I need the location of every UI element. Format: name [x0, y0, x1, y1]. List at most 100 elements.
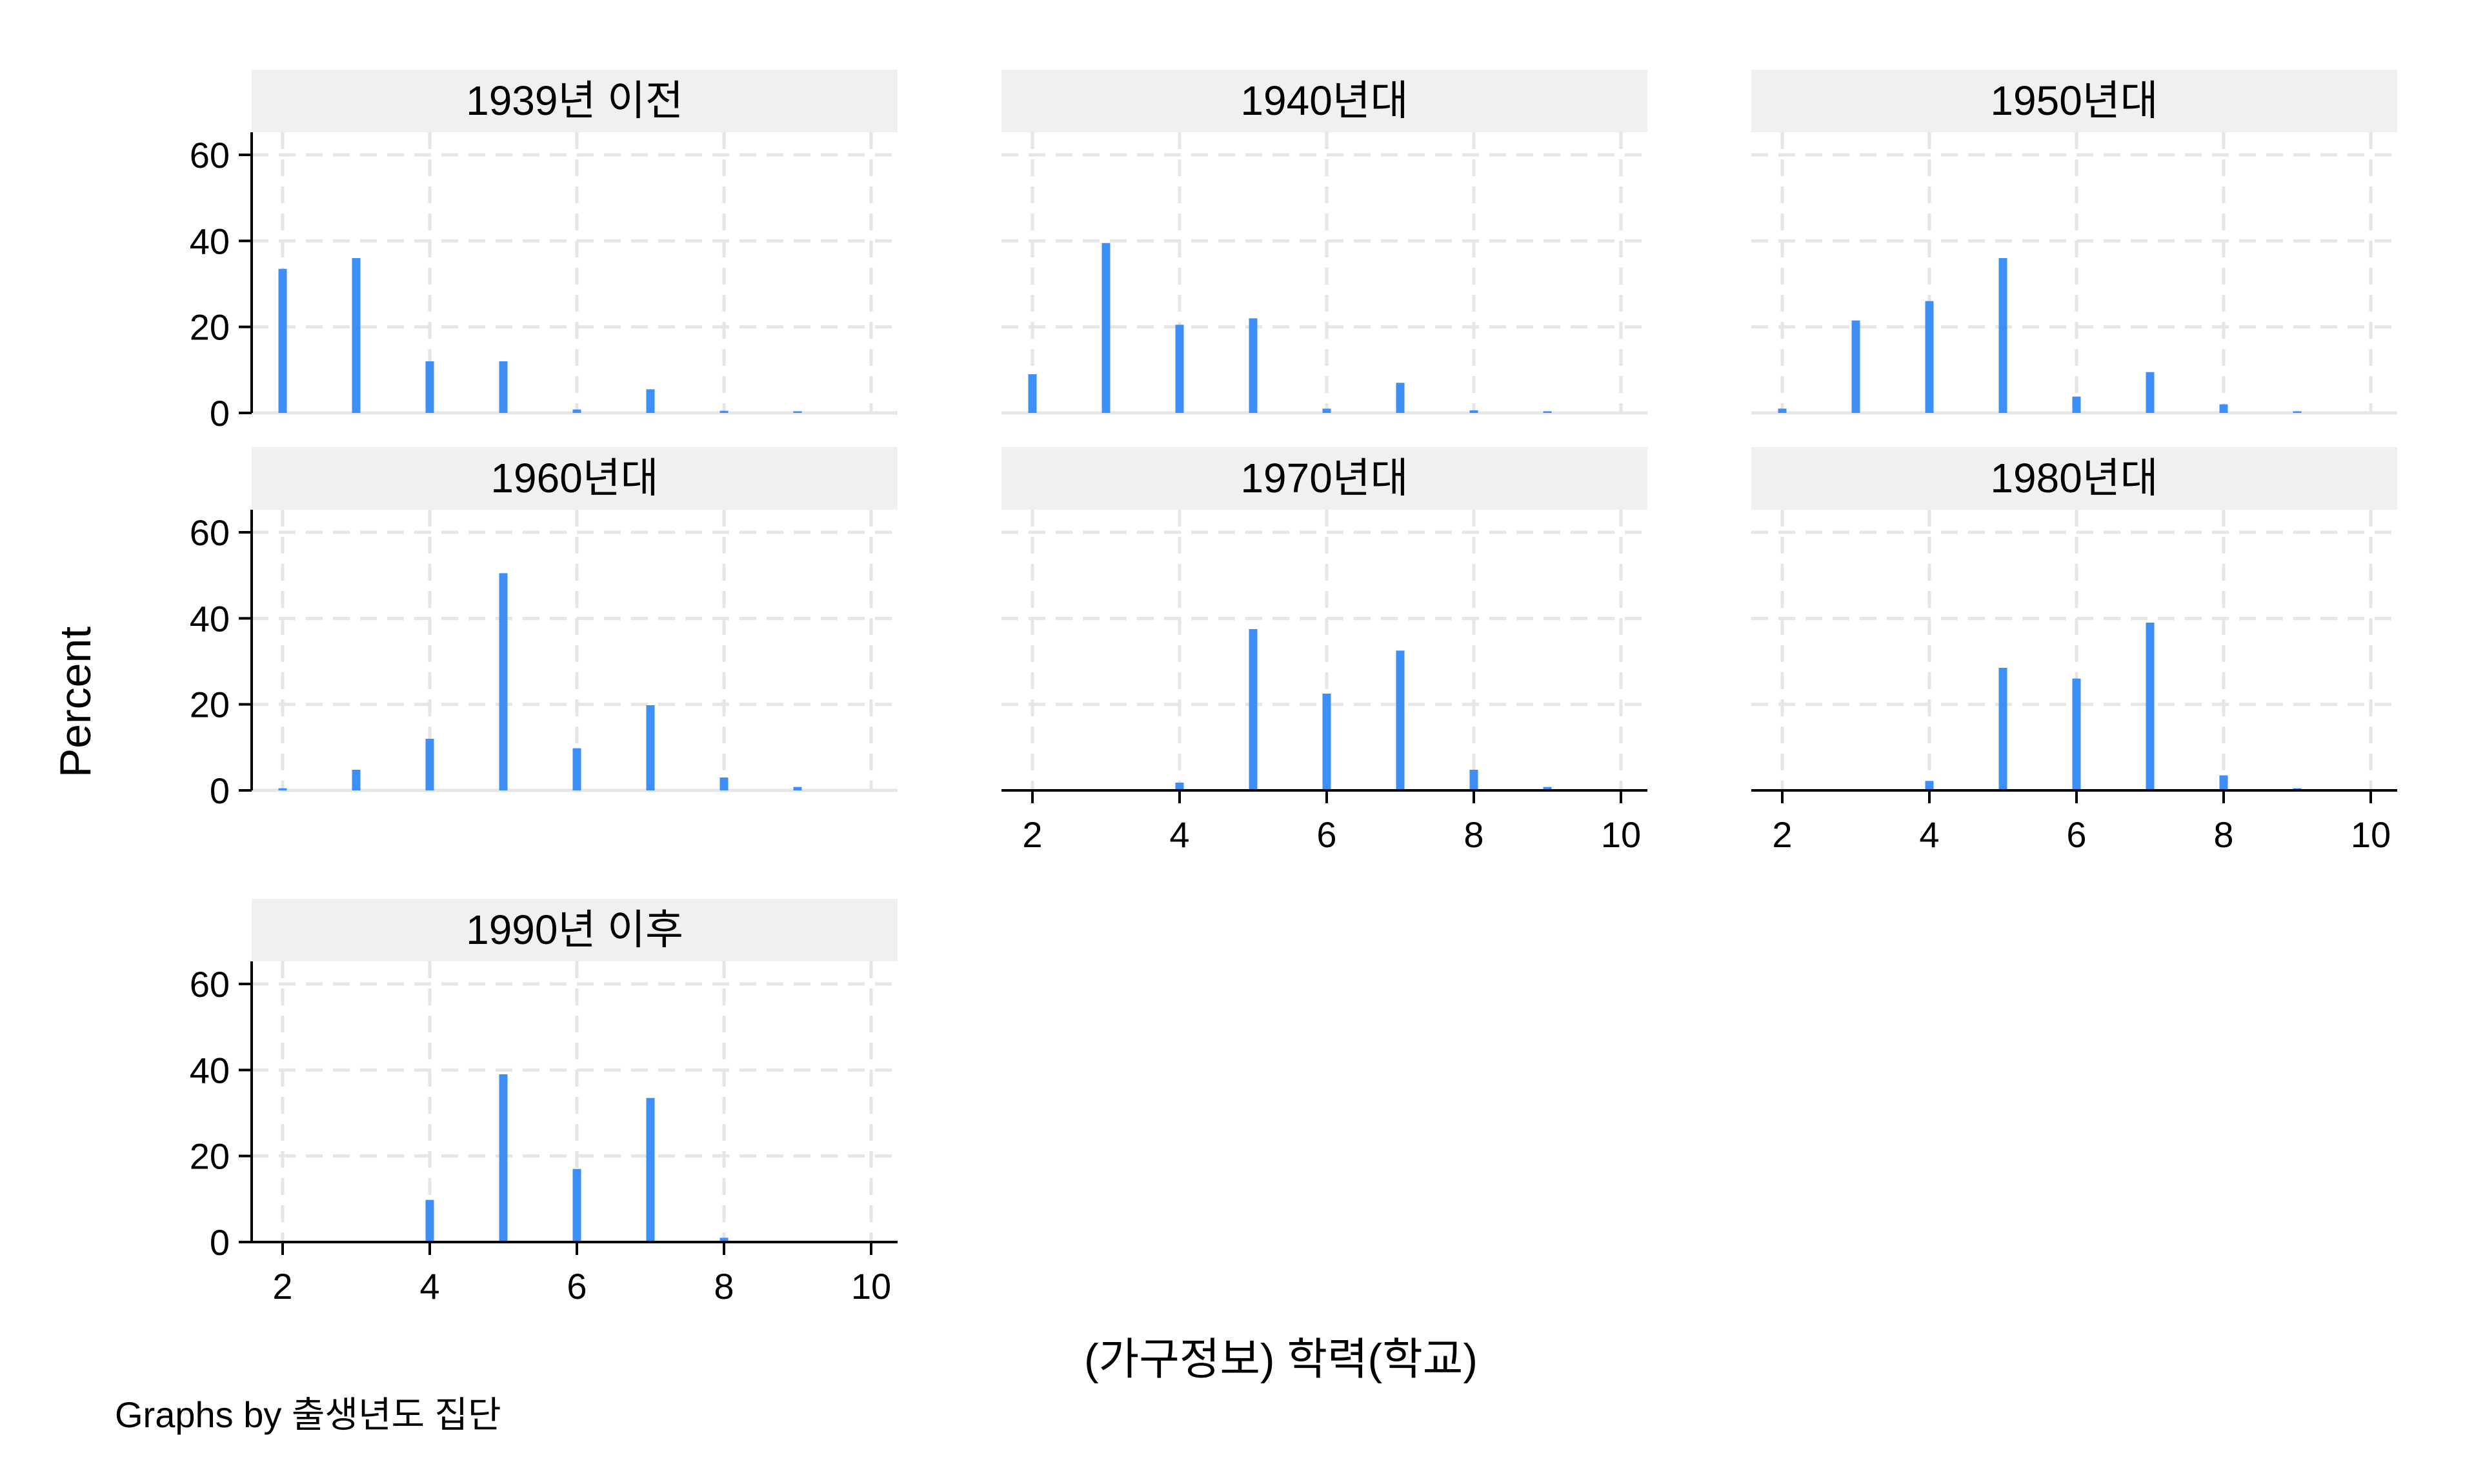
bar [1998, 668, 2007, 790]
panel-title: 1990년 이후 [466, 907, 683, 953]
x-axis-title: (가구정보) 학력(학교) [1084, 1335, 1478, 1384]
bar [2293, 411, 2302, 413]
y-tick-label: 40 [190, 1050, 230, 1090]
bar [499, 361, 508, 413]
bar [425, 739, 434, 790]
bar [499, 573, 508, 790]
bar [1469, 770, 1478, 790]
bar [1469, 410, 1478, 413]
x-tick-label: 6 [1316, 814, 1336, 855]
panel-6: 1980년대 2 4 6 8 10 [1751, 447, 2397, 855]
panel-header [1001, 70, 1647, 132]
bar [352, 258, 361, 413]
y-tick-label: 60 [190, 964, 230, 1005]
bar [1396, 383, 1405, 413]
bar [425, 1199, 434, 1242]
y-tick-label: 0 [210, 393, 230, 434]
panel-header [1751, 70, 2397, 132]
bar [1851, 320, 1860, 413]
bar [352, 770, 361, 790]
bar [572, 748, 581, 790]
x-tick-label: 6 [2066, 814, 2086, 855]
figure-note: Graphs by 출생년도 집단 [115, 1394, 501, 1435]
bar [1028, 374, 1037, 413]
x-tick-label: 8 [2213, 814, 2233, 855]
y-tick-label: 0 [210, 1222, 230, 1263]
bar [1322, 408, 1331, 413]
bar [278, 268, 287, 413]
x-tick-label: 2 [1772, 814, 1792, 855]
panel-title: 1970년대 [1240, 455, 1408, 501]
bar [1778, 408, 1787, 413]
panel-title: 1950년대 [1990, 77, 2158, 124]
x-tick-label: 2 [1022, 814, 1042, 855]
bar [2146, 623, 2155, 790]
bar [1322, 694, 1331, 790]
bar [2146, 372, 2155, 413]
bar [1925, 781, 1934, 790]
panel-header [252, 70, 898, 132]
panel-title: 1980년대 [1990, 455, 2158, 501]
bar [793, 411, 802, 413]
bar [1925, 301, 1934, 413]
panel-3: 1950년대 [1751, 70, 2397, 415]
y-tick-label: 20 [190, 1136, 230, 1177]
x-tick-label: 8 [1463, 814, 1483, 855]
x-tick-label: 6 [567, 1266, 587, 1307]
panel-7: 1990년 이후 0 20 40 60 2 4 6 8 10 [190, 899, 898, 1307]
y-tick-label: 20 [190, 685, 230, 725]
bar [2072, 678, 2081, 790]
panel-header [1751, 447, 2397, 510]
panel-header [1001, 447, 1647, 510]
bar [719, 1238, 729, 1242]
bar [278, 788, 287, 790]
panel-2: 1940년대 [1001, 70, 1647, 415]
y-tick-label: 40 [190, 598, 230, 639]
bar [572, 1168, 581, 1242]
bar [646, 1098, 655, 1242]
bar [1249, 318, 1258, 413]
bar [719, 410, 729, 413]
bar [646, 389, 655, 413]
bar [2219, 775, 2228, 790]
bar [499, 1074, 508, 1242]
x-tick-label: 4 [1919, 814, 1939, 855]
y-tick-label: 0 [210, 770, 230, 811]
y-tick-label: 40 [190, 221, 230, 261]
bar [2072, 396, 2081, 413]
y-axis-title: Percent [51, 627, 100, 777]
x-tick-label: 8 [714, 1266, 734, 1307]
panel-title: 1940년대 [1240, 77, 1408, 124]
panel-4: 1960년대 0 20 40 60 [190, 447, 898, 811]
panel-header [252, 447, 898, 510]
bar [646, 705, 655, 790]
bar [1396, 650, 1405, 790]
panel-5: 1970년대 2 4 6 8 10 [1001, 447, 1647, 855]
x-tick-label: 10 [2351, 814, 2391, 855]
bar [425, 361, 434, 413]
y-tick-label: 60 [190, 512, 230, 553]
y-tick-label: 60 [190, 135, 230, 175]
panel-1: 1939년 이전 0 20 40 60 [190, 70, 898, 434]
x-tick-label: 4 [419, 1266, 439, 1307]
x-tick-label: 4 [1169, 814, 1189, 855]
x-tick-label: 10 [851, 1266, 891, 1307]
bar [1998, 258, 2007, 413]
bar [1543, 787, 1552, 790]
bar [1175, 783, 1184, 790]
bar [719, 777, 729, 790]
panel-title: 1960년대 [490, 455, 658, 501]
x-tick-label: 10 [1601, 814, 1641, 855]
bar [1543, 411, 1552, 413]
panel-title: 1939년 이전 [466, 77, 683, 124]
bar [1249, 629, 1258, 790]
bar [793, 787, 802, 790]
bar [1101, 243, 1111, 413]
y-tick-label: 20 [190, 307, 230, 348]
x-tick-label: 2 [272, 1266, 292, 1307]
bar [2219, 404, 2228, 413]
bar [572, 409, 581, 413]
panel-header [252, 899, 898, 961]
